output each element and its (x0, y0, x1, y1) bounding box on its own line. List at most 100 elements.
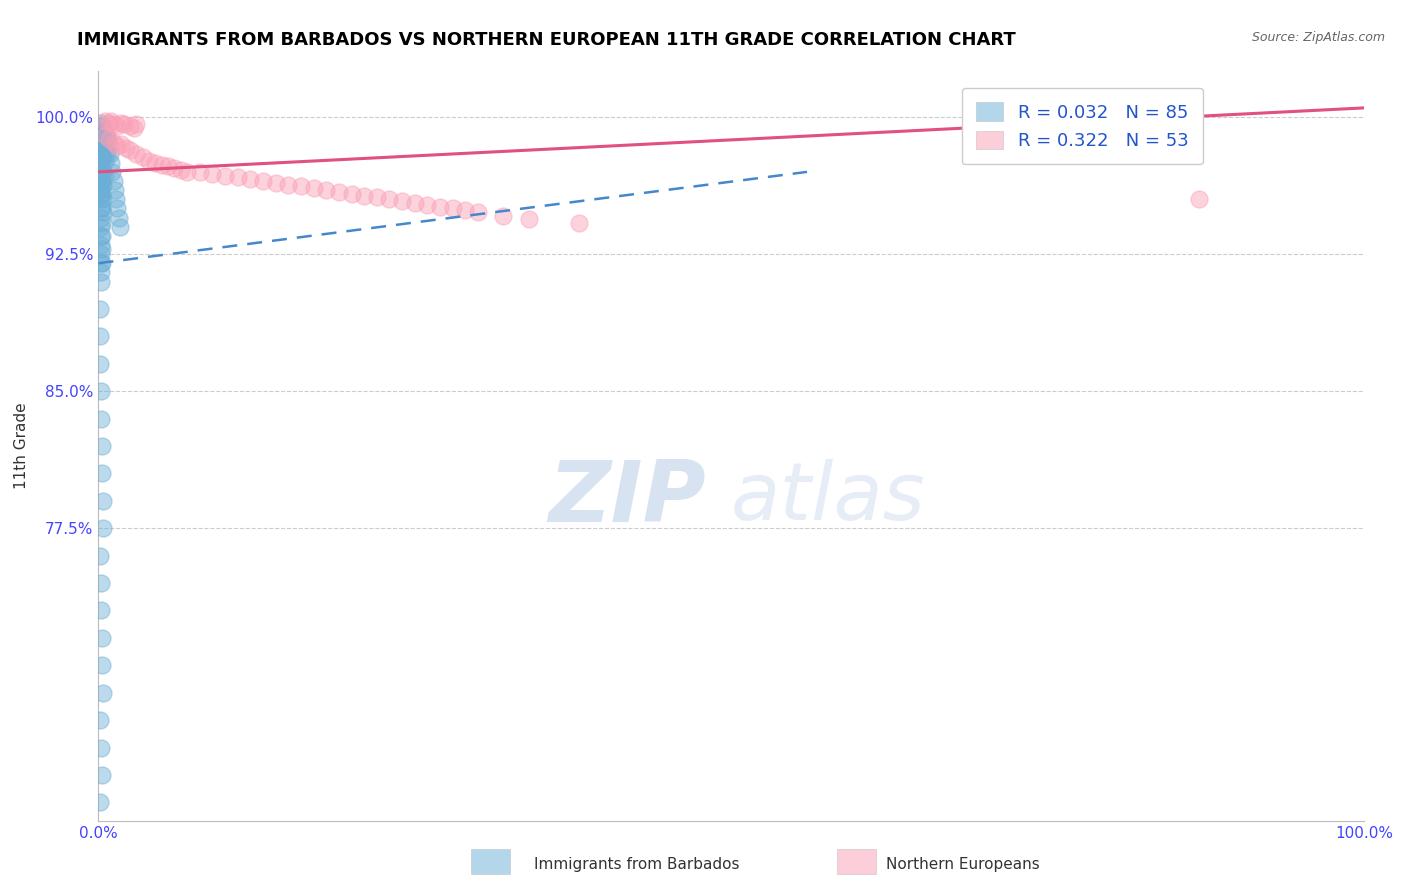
Point (115, 141, 138, 155)
Point (93, 123, 115, 137)
Point (93, 179, 115, 194)
Y-axis label: 11th Grade: 11th Grade (14, 402, 28, 490)
Point (302, 181, 325, 195)
Point (91, 137, 114, 152)
Point (378, 192, 401, 206)
Point (89, 186, 111, 201)
Point (93, 125, 117, 139)
Point (404, 196, 426, 211)
Text: Northern Europeans: Northern Europeans (886, 857, 1039, 872)
Point (125, 146, 148, 161)
Point (110, 137, 132, 152)
Point (90, 219, 112, 234)
Point (91, 128, 114, 143)
Point (90, 384, 112, 399)
Point (107, 139, 129, 153)
Point (264, 176, 287, 190)
Point (90, 155, 112, 169)
Text: Immigrants from Barbados: Immigrants from Barbados (534, 857, 740, 872)
Point (89, 174, 111, 188)
Point (150, 157, 173, 171)
Point (89, 128, 111, 143)
Point (93, 192, 115, 206)
Point (98, 146, 121, 161)
Point (101, 165, 124, 179)
Point (90, 238, 112, 252)
Point (277, 178, 299, 192)
Point (97, 115, 120, 129)
Point (239, 172, 262, 186)
Point (132, 150, 155, 164)
Point (90, 411, 112, 425)
Point (138, 153, 160, 168)
Point (89, 183, 111, 197)
Text: ZIP: ZIP (548, 457, 706, 540)
Point (252, 174, 274, 188)
Point (226, 170, 249, 185)
Point (90, 137, 112, 152)
Point (290, 179, 312, 194)
Point (91, 202, 114, 216)
Point (89, 357, 111, 371)
Point (91, 256, 114, 270)
Point (91, 161, 114, 176)
Point (89, 165, 111, 179)
Point (110, 115, 132, 129)
Point (120, 143, 141, 157)
Point (108, 219, 131, 234)
Point (467, 205, 489, 219)
Point (107, 119, 129, 133)
Point (93, 128, 117, 143)
Text: Source: ZipAtlas.com: Source: ZipAtlas.com (1251, 31, 1385, 45)
Point (91, 228, 114, 243)
Point (90, 211, 112, 225)
Point (96, 146, 118, 161)
Point (90, 740, 112, 755)
Point (96, 132, 118, 146)
Point (93, 686, 115, 700)
Point (91, 216, 114, 230)
Point (89, 549, 111, 563)
Point (328, 185, 350, 199)
Point (89, 146, 111, 161)
Point (90, 146, 112, 161)
Point (89, 713, 111, 727)
Point (90, 576, 112, 591)
Point (157, 160, 180, 174)
Point (122, 121, 145, 136)
Point (169, 163, 191, 178)
Point (315, 183, 337, 197)
Point (103, 117, 125, 131)
Point (91, 242, 114, 256)
Point (91, 768, 114, 782)
Point (176, 165, 198, 179)
Point (104, 183, 127, 197)
Point (366, 190, 388, 204)
Point (103, 174, 125, 188)
Point (1188, 192, 1211, 206)
Point (90, 115, 112, 129)
Point (492, 209, 515, 223)
Point (91, 174, 114, 188)
Point (90, 183, 112, 197)
Point (441, 202, 464, 216)
Point (416, 198, 439, 212)
Point (90, 603, 112, 617)
Point (91, 658, 114, 673)
Point (100, 113, 122, 128)
Point (89, 137, 111, 152)
Point (163, 161, 186, 176)
Point (201, 167, 224, 181)
Point (90, 192, 112, 206)
Point (91, 439, 114, 453)
Point (107, 202, 129, 216)
Point (97, 132, 120, 146)
Point (90, 275, 112, 289)
Point (90, 256, 112, 270)
Point (340, 186, 363, 201)
Point (93, 205, 115, 219)
Point (94, 128, 117, 143)
Point (93, 139, 117, 153)
Point (353, 188, 375, 202)
Point (517, 212, 540, 227)
